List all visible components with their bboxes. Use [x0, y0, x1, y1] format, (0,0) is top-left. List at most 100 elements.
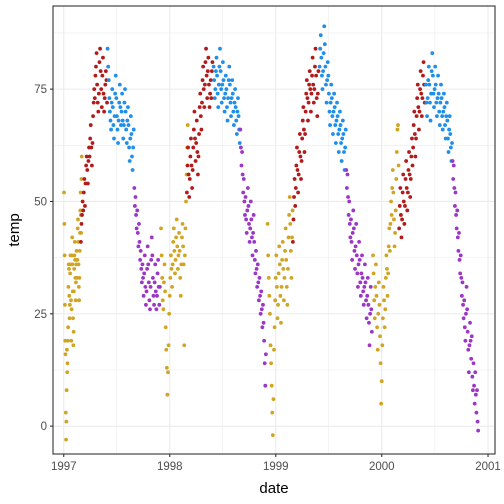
data-point	[109, 127, 113, 132]
data-point	[369, 329, 374, 334]
data-point	[214, 55, 219, 60]
data-point	[81, 190, 86, 195]
data-point	[270, 433, 275, 438]
data-point	[79, 154, 84, 159]
data-point	[143, 284, 148, 289]
data-point	[236, 96, 240, 101]
data-point	[448, 145, 453, 150]
data-point	[290, 208, 295, 213]
data-point	[171, 226, 176, 231]
data-point	[170, 284, 174, 289]
data-point	[297, 150, 302, 154]
data-point	[268, 343, 273, 348]
data-point	[266, 253, 271, 258]
data-point	[103, 69, 108, 74]
data-point	[342, 150, 346, 154]
data-point	[127, 159, 132, 163]
data-point	[314, 96, 319, 101]
data-point	[262, 338, 267, 343]
data-point	[177, 248, 182, 253]
data-point	[202, 82, 207, 87]
data-point	[385, 293, 390, 298]
data-point	[414, 114, 419, 118]
data-point	[194, 118, 199, 123]
data-point	[230, 78, 235, 83]
data-points	[62, 24, 481, 442]
data-point	[166, 343, 171, 348]
data-point	[327, 109, 332, 114]
data-point	[303, 109, 308, 114]
data-point	[322, 24, 327, 29]
data-point	[185, 123, 190, 127]
data-point	[246, 204, 251, 208]
data-point	[244, 231, 249, 235]
data-point	[226, 78, 231, 83]
data-point	[227, 64, 232, 69]
data-point	[124, 141, 129, 145]
data-point	[130, 154, 134, 159]
data-point	[412, 132, 417, 136]
data-point	[444, 114, 449, 118]
data-point	[333, 123, 338, 127]
data-point	[411, 145, 416, 150]
data-point	[203, 60, 208, 65]
data-point	[207, 82, 211, 87]
data-point	[106, 64, 111, 69]
data-point	[336, 150, 341, 154]
data-point	[446, 150, 451, 154]
data-point	[304, 78, 309, 83]
data-point	[423, 82, 428, 87]
data-point	[146, 262, 151, 267]
data-point	[411, 123, 416, 127]
data-point	[321, 69, 325, 74]
x-tick-label: 2000	[369, 461, 395, 473]
data-point	[430, 51, 435, 56]
data-point	[86, 159, 91, 163]
data-point	[426, 78, 431, 83]
data-point	[259, 289, 264, 294]
data-point	[317, 64, 322, 69]
x-axis-title: date	[259, 480, 288, 497]
data-point	[72, 289, 76, 294]
data-point	[181, 244, 186, 249]
data-point	[190, 168, 195, 172]
data-point	[113, 73, 118, 78]
data-point	[278, 293, 283, 298]
data-point	[289, 275, 294, 280]
data-point	[148, 307, 152, 312]
data-point	[144, 289, 149, 294]
data-point	[346, 195, 350, 199]
data-point	[305, 96, 310, 101]
data-point	[417, 127, 421, 132]
data-point	[379, 401, 384, 406]
data-point	[476, 428, 481, 433]
data-point	[149, 257, 154, 262]
data-point	[438, 100, 443, 105]
data-point	[100, 73, 105, 78]
data-point	[326, 91, 331, 96]
data-point	[197, 132, 201, 136]
data-point	[470, 374, 475, 379]
data-point	[357, 257, 362, 262]
data-point	[399, 235, 404, 240]
data-point	[79, 222, 84, 226]
data-point	[198, 91, 203, 96]
data-point	[443, 123, 447, 127]
data-point	[120, 118, 125, 123]
data-point	[191, 145, 196, 150]
data-point	[279, 320, 283, 325]
data-point	[409, 154, 414, 159]
x-tick-label: 2001	[475, 461, 501, 473]
data-point	[441, 91, 446, 96]
data-point	[318, 33, 323, 38]
data-point	[78, 208, 83, 213]
data-point	[365, 293, 370, 298]
data-point	[408, 195, 413, 199]
data-point	[351, 208, 356, 213]
data-point	[119, 123, 123, 127]
data-point	[95, 100, 100, 105]
data-point	[64, 388, 69, 393]
data-point	[238, 145, 243, 150]
data-point	[451, 163, 456, 168]
data-point	[65, 370, 70, 375]
